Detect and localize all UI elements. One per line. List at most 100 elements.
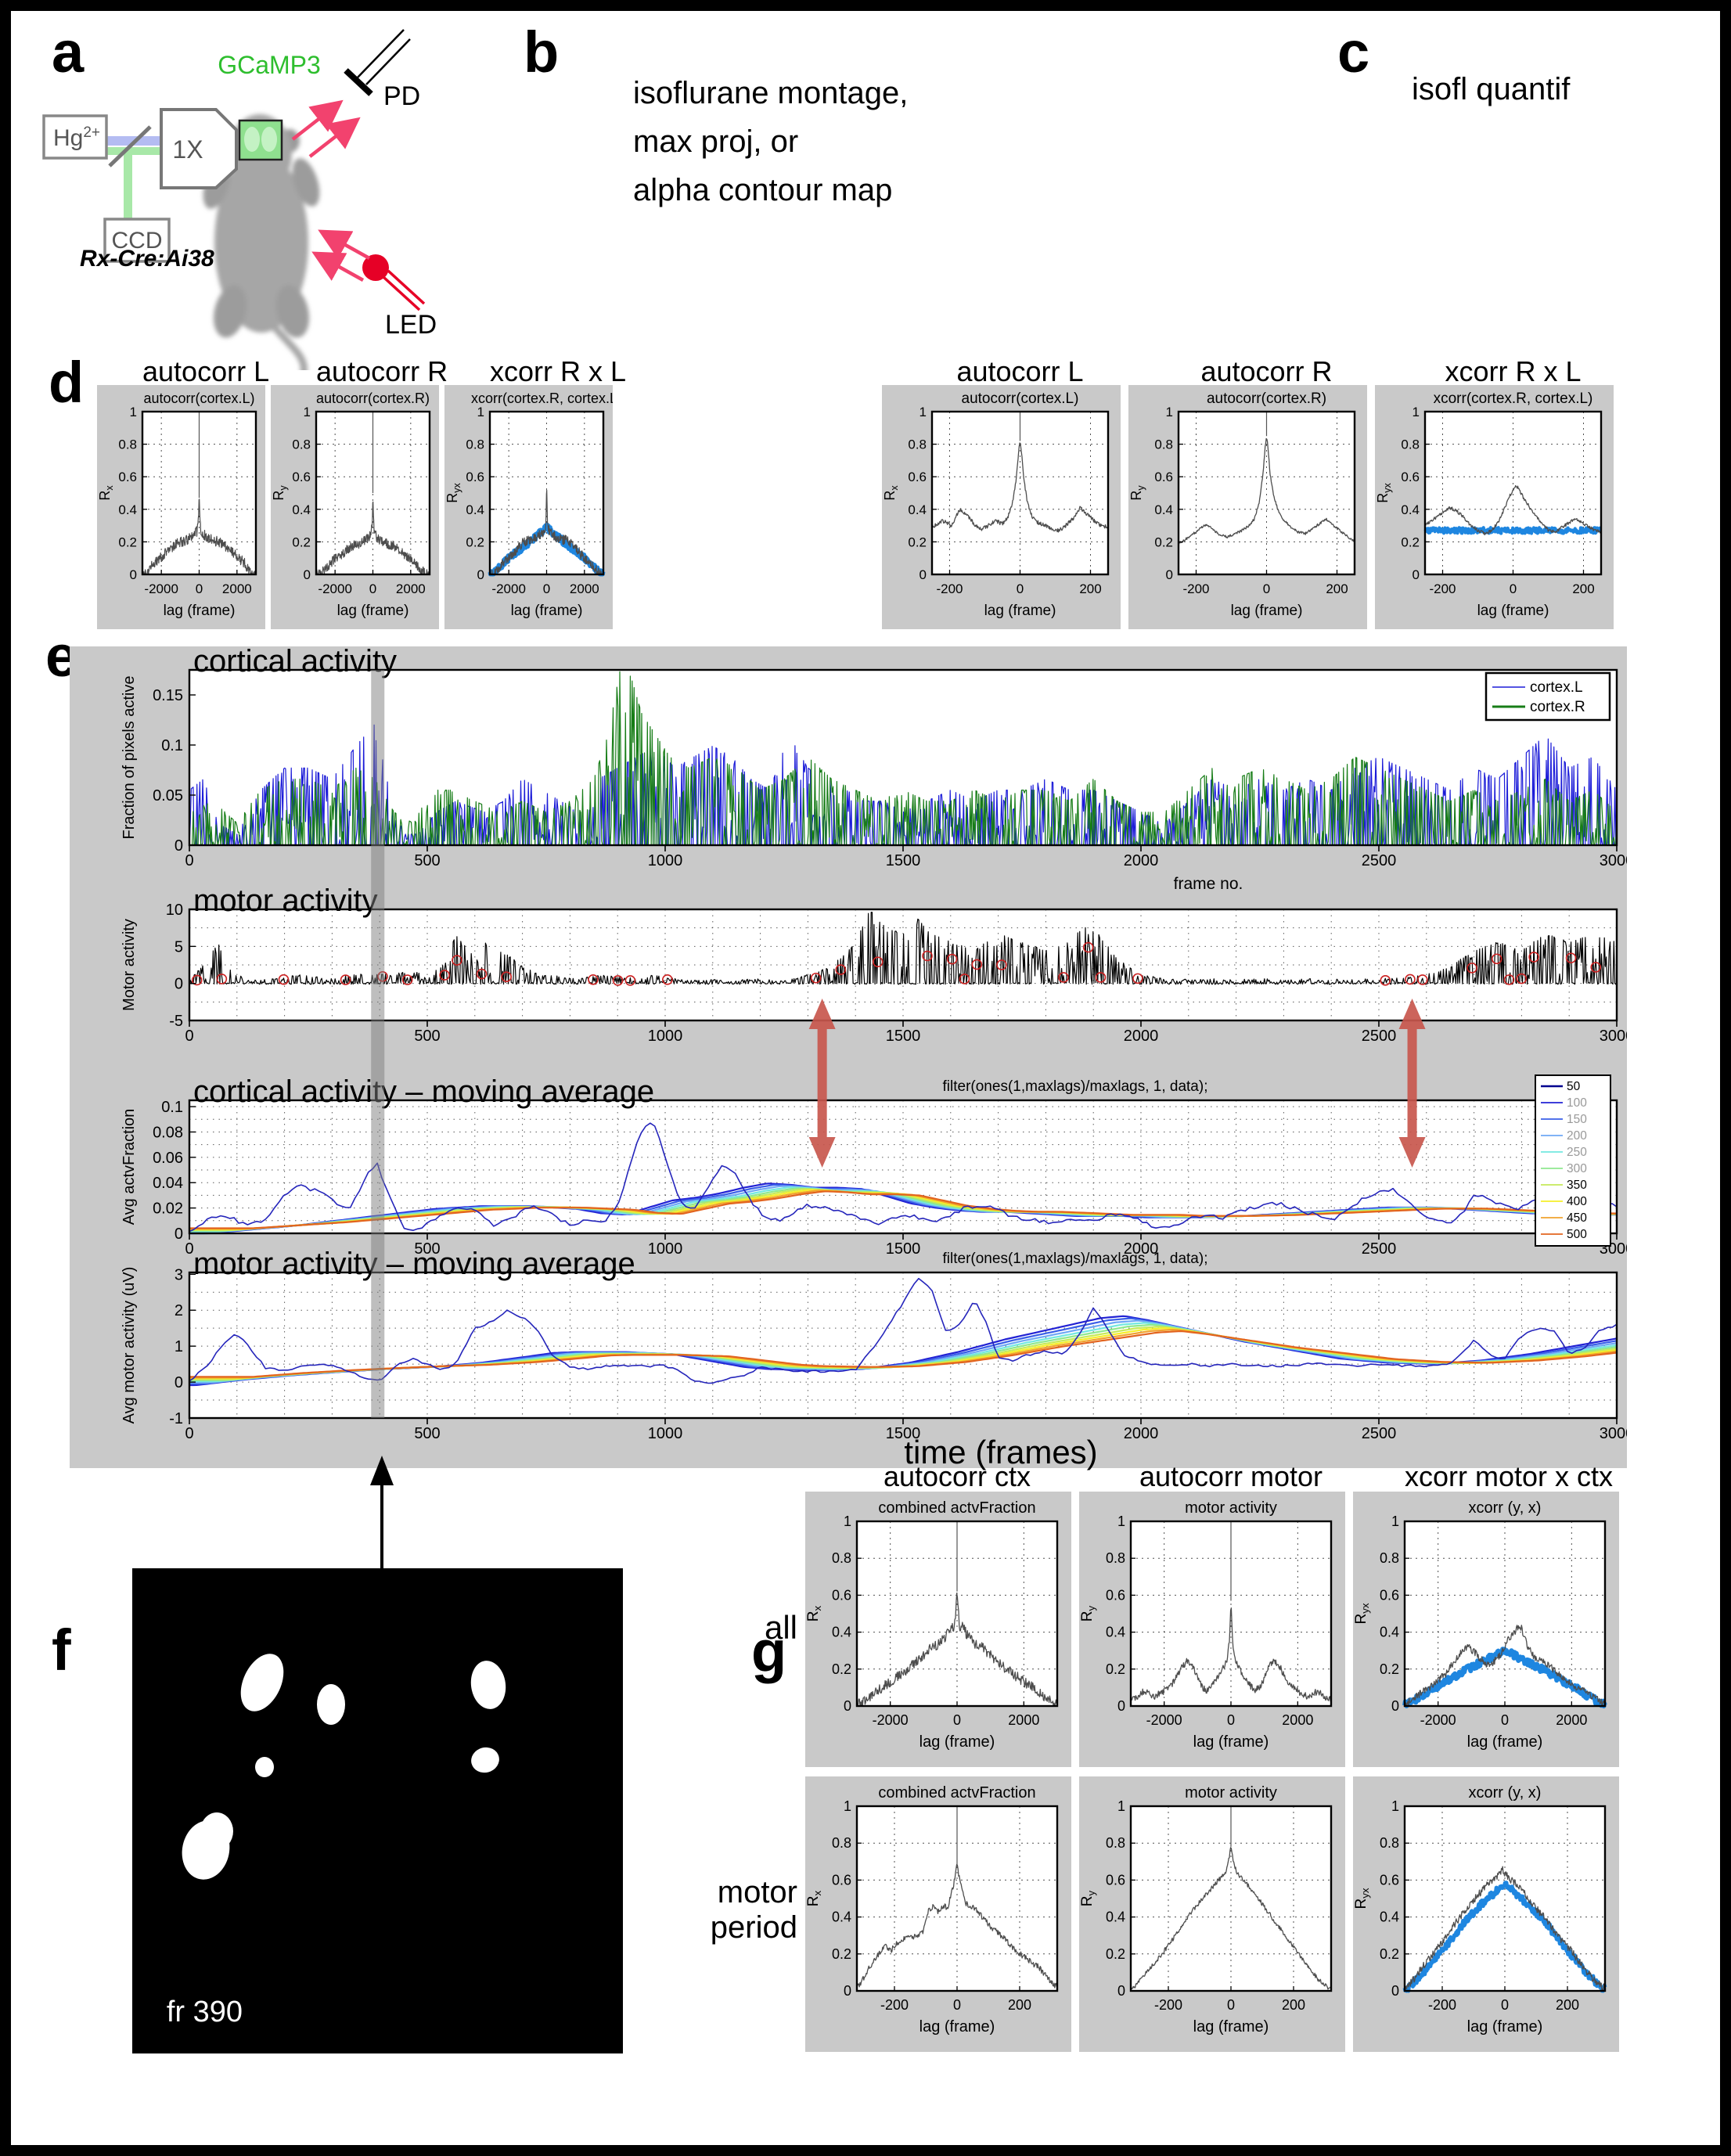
svg-text:autocorr(cortex.R): autocorr(cortex.R): [316, 391, 430, 406]
panel-d-label: d: [49, 350, 85, 415]
b-line-1: isoflurane montage,: [633, 76, 909, 110]
svg-text:0: 0: [1391, 1983, 1399, 1999]
chart-autocorr-ctx-all: combined actvFraction 0 0.2 0.4 0.6 0.8 1 -2000…: [805, 1492, 1071, 1767]
panel-c-label: c: [1337, 20, 1370, 85]
svg-text:0.6: 0.6: [1401, 470, 1420, 484]
svg-text:Ryx: Ryx: [1375, 483, 1393, 503]
correspondence-arrow: [808, 999, 836, 1168]
svg-text:Ry: Ry: [1079, 1605, 1097, 1621]
g-title-autocorr-motor: autocorr motor: [1139, 1460, 1323, 1492]
svg-text:1: 1: [1413, 405, 1420, 419]
svg-text:Rx: Rx: [882, 485, 900, 501]
svg-text:0.2: 0.2: [832, 1946, 851, 1962]
svg-text:lag (frame): lag (frame): [164, 603, 236, 619]
svg-text:0.8: 0.8: [118, 437, 137, 452]
svg-text:2000: 2000: [570, 581, 599, 596]
svg-text:1: 1: [1117, 1798, 1125, 1814]
svg-text:2: 2: [175, 1302, 183, 1319]
svg-text:0.2: 0.2: [1401, 535, 1420, 549]
svg-text:0.6: 0.6: [1106, 1587, 1125, 1603]
svg-text:0: 0: [196, 581, 203, 596]
svg-text:0: 0: [175, 1374, 183, 1391]
svg-text:motor activity: motor activity: [1185, 1784, 1277, 1801]
svg-text:xcorr(cortex.R, cortex.L): xcorr(cortex.R, cortex.L): [471, 391, 613, 406]
svg-text:-2000: -2000: [873, 1712, 909, 1728]
svg-text:0.2: 0.2: [118, 535, 137, 549]
mercury-lamp-label: Hg2+: [53, 124, 100, 151]
svg-text:3000: 3000: [1600, 852, 1627, 869]
svg-text:-200: -200: [1428, 1997, 1456, 2013]
svg-text:0.06: 0.06: [153, 1150, 183, 1167]
objective-label: 1X: [172, 135, 203, 164]
svg-text:2000: 2000: [1556, 1712, 1587, 1728]
svg-text:50: 50: [1567, 1080, 1581, 1093]
svg-text:0.4: 0.4: [832, 1909, 851, 1925]
svg-text:0: 0: [1227, 1712, 1235, 1728]
panel-c-text: isofl quantif: [1412, 72, 1571, 106]
svg-text:1: 1: [919, 405, 927, 419]
g-title-xcorr-motor-ctx: xcorr motor x ctx: [1405, 1460, 1614, 1492]
svg-text:0.4: 0.4: [1106, 1909, 1125, 1925]
svg-text:cortical activity: cortical activity: [193, 646, 397, 678]
svg-text:0.4: 0.4: [1401, 502, 1420, 517]
svg-text:lag (frame): lag (frame): [984, 603, 1056, 619]
panel-b-label: b: [524, 20, 560, 85]
svg-text:1500: 1500: [886, 1028, 921, 1045]
chart-xcorr-RL-full: xcorr(cortex.R, cortex.L) 0 0.2 0.4 0.6 0.8 1 -…: [444, 385, 613, 629]
svg-text:200: 200: [1567, 1129, 1587, 1143]
svg-text:0: 0: [1117, 1698, 1125, 1714]
svg-text:1: 1: [1391, 1798, 1399, 1814]
panel-b-text: isoflurane montage, max proj, or alpha c…: [633, 69, 908, 214]
svg-text:-200: -200: [1182, 581, 1209, 596]
svg-text:0: 0: [369, 581, 376, 596]
svg-text:cortical activity – moving ave: cortical activity – moving average: [193, 1074, 654, 1109]
reflectance-arrow-2: [308, 117, 361, 158]
binary-frame-image: fr 390: [132, 1568, 623, 2053]
svg-text:1000: 1000: [648, 1240, 683, 1258]
svg-text:3000: 3000: [1600, 1425, 1627, 1442]
svg-text:0.6: 0.6: [1380, 1587, 1399, 1603]
svg-text:-2000: -2000: [491, 581, 525, 596]
svg-text:2000: 2000: [222, 581, 252, 596]
svg-text:300: 300: [1567, 1162, 1587, 1175]
brain-hemisphere-left: [244, 127, 260, 152]
svg-text:1500: 1500: [886, 1425, 921, 1442]
svg-text:combined actvFraction: combined actvFraction: [878, 1499, 1035, 1517]
active-pixel-blobs: [182, 1654, 506, 1880]
svg-text:0: 0: [175, 837, 183, 855]
svg-text:500: 500: [414, 1028, 440, 1045]
svg-text:lag (frame): lag (frame): [1477, 603, 1549, 619]
svg-text:Rx: Rx: [805, 1605, 823, 1621]
svg-text:100: 100: [1567, 1096, 1587, 1110]
svg-text:Rx: Rx: [805, 1890, 823, 1906]
svg-text:0.8: 0.8: [832, 1550, 851, 1566]
svg-text:2500: 2500: [1362, 1425, 1397, 1442]
d-title-autocorr-R-wide: autocorr R: [316, 355, 448, 387]
svg-text:1: 1: [844, 1798, 851, 1814]
svg-text:0: 0: [1227, 1997, 1235, 2013]
svg-text:0: 0: [175, 1226, 183, 1243]
photodiode-icon: [344, 29, 411, 96]
chart-autocorr-motor-motorperiod: motor activity 0 0.2 0.4 0.6 0.8 1 -200 0 200 lag …: [1079, 1776, 1345, 2052]
svg-text:0.2: 0.2: [832, 1661, 851, 1677]
svg-text:0: 0: [1391, 1698, 1399, 1714]
panel-a-diagram: Hg2+ 1X CCD PD LED GCaMP3 Rx-Cre:Ai38: [42, 29, 437, 370]
svg-text:0.4: 0.4: [1380, 1909, 1399, 1925]
svg-text:0.4: 0.4: [908, 502, 927, 517]
svg-text:2500: 2500: [1362, 1028, 1397, 1045]
gcamp-label: GCaMP3: [218, 51, 321, 79]
svg-text:0.8: 0.8: [832, 1835, 851, 1851]
svg-text:0.6: 0.6: [466, 470, 484, 484]
svg-text:0.8: 0.8: [1380, 1835, 1399, 1851]
svg-text:0.8: 0.8: [1106, 1550, 1125, 1566]
svg-text:0: 0: [1413, 567, 1420, 582]
svg-text:0.6: 0.6: [1154, 470, 1173, 484]
svg-text:Avg motor activity (uV): Avg motor activity (uV): [121, 1267, 138, 1424]
svg-text:0.6: 0.6: [832, 1587, 851, 1603]
frame-pointer-arrow: [370, 1456, 394, 1570]
svg-text:lag (frame): lag (frame): [511, 603, 583, 619]
svg-text:0.6: 0.6: [1106, 1872, 1125, 1888]
svg-text:2000: 2000: [1124, 1028, 1159, 1045]
svg-text:-200: -200: [1429, 581, 1456, 596]
